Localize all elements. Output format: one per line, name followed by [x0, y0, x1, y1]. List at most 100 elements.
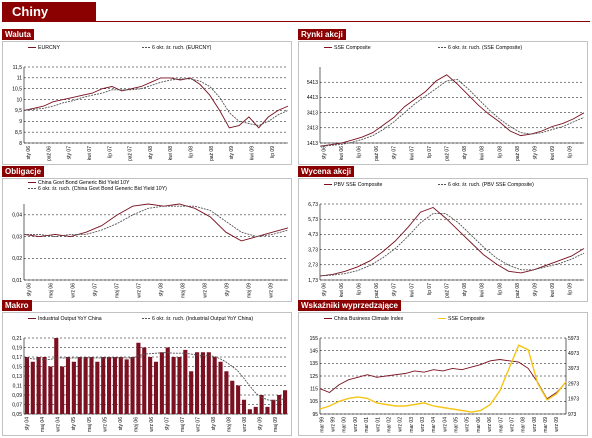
chart-frame — [2, 312, 292, 436]
x-tick-label: maj 09 — [247, 283, 253, 298]
y-tick-label: 95 — [312, 412, 318, 418]
chart-frame — [298, 178, 588, 302]
y-tick-label: 0,05 — [12, 412, 22, 418]
legend-label: EURCNY — [38, 45, 60, 51]
y-right-tick-label: 4973 — [568, 351, 579, 357]
bar — [265, 406, 270, 414]
y-tick-label: 8 — [19, 141, 22, 147]
legend-label: 6 okr. śr. ruch. (EURCNY) — [152, 45, 212, 51]
x-tick-label: kwi 08 — [168, 146, 174, 160]
bar — [42, 357, 47, 414]
x-tick-label: paź 08 — [515, 146, 521, 161]
x-tick-label: wrz 01 — [375, 417, 381, 432]
bar — [101, 357, 106, 414]
legend-label: SSE Composite — [334, 45, 371, 51]
legend-label: China Govt Bond Generic Bid Yield 10Y — [38, 180, 130, 186]
bar — [189, 371, 194, 414]
bar — [153, 361, 159, 414]
x-tick-label: mar 06 — [476, 417, 482, 433]
x-tick-label: lip 08 — [189, 146, 195, 158]
panel-title-rynki-akcji: Rynki akcji — [298, 29, 346, 40]
y-tick-label: 145 — [310, 348, 319, 354]
y-tick-label: 0,02 — [12, 256, 22, 262]
chart-wycena-akcji: PBV SSE Composite 6 okr. śr. ruch. (PBV S… — [298, 178, 588, 302]
x-tick-label: wrz 07 — [195, 417, 201, 432]
y-tick-label: 4413 — [307, 95, 318, 101]
y-tick-label: 3413 — [307, 110, 318, 116]
bar — [124, 359, 129, 414]
y-tick-label: 6,73 — [308, 202, 318, 208]
x-tick-label: wrz 09 — [269, 283, 275, 298]
bar — [165, 347, 170, 414]
legend: PBV SSE Composite 6 okr. śr. ruch. (PBV S… — [324, 182, 534, 188]
y-tick-label: 0,01 — [12, 278, 22, 284]
x-tick-label: mar 00 — [342, 417, 348, 433]
panel-waluta: Waluta EURCNY 6 okr. śr. ruch. (EURCNY) 11… — [2, 29, 292, 167]
bar — [218, 361, 223, 414]
y-tick-label: 0,17 — [12, 355, 22, 361]
bar — [136, 342, 141, 414]
bar — [77, 357, 82, 414]
panel-title-waluta: Waluta — [2, 29, 34, 40]
x-tick-label: sty 07 — [392, 283, 398, 297]
x-tick-label: kwi 09 — [249, 146, 255, 160]
x-tick-label: sty 04 — [25, 417, 31, 431]
panel-makro: Makro Industrial Output YoY China 6 okr. … — [2, 300, 292, 438]
bar — [259, 395, 264, 414]
bar — [48, 366, 53, 414]
x-tick-label: lip 09 — [270, 146, 276, 158]
bar — [24, 357, 29, 414]
x-tick-label: maj 07 — [180, 417, 186, 432]
legend-label: PBV SSE Composite — [334, 182, 383, 188]
x-tick-label: maj 08 — [181, 283, 187, 298]
gridlines — [24, 66, 288, 144]
y-tick-label: 155 — [310, 336, 319, 342]
x-tick-label: maj 08 — [227, 417, 233, 432]
legend-label: China Business Climate Index — [334, 316, 404, 322]
x-tick-label: mar 08 — [521, 417, 527, 433]
x-tick-label: maj 06 — [49, 283, 55, 298]
x-tick-label: paź 08 — [515, 283, 521, 298]
x-tick-label: kwi 06 — [339, 283, 345, 297]
legend: EURCNY 6 okr. śr. ruch. (EURCNY) — [28, 45, 212, 51]
legend: China Business Climate Index SSE Composit… — [324, 316, 485, 322]
y-tick-label: 105 — [310, 399, 319, 405]
gridlines — [320, 203, 584, 281]
y-tick-label: 0,09 — [12, 393, 22, 399]
x-tick-label: sty 08 — [211, 417, 217, 431]
y-tick-label: 0,07 — [12, 402, 22, 408]
panel-obligacje: Obligacje China Govt Bond Generic Bid Yi… — [2, 166, 292, 304]
x-tick-label: sty 07 — [67, 146, 73, 160]
legend-label: 6 okr. śr. ruch. (SSE Composite) — [448, 45, 522, 51]
y-tick-label: 0,21 — [12, 336, 22, 342]
bar — [247, 409, 252, 414]
x-tick-label: sty 06 — [321, 146, 327, 160]
chart-frame — [298, 312, 588, 436]
panel-wskazniki: Wskaźniki wyprzedzające China Business C… — [298, 300, 588, 438]
legend: SSE Composite 6 okr. śr. ruch. (SSE Compo… — [324, 45, 522, 51]
x-tick-label: paź 06 — [46, 146, 52, 161]
x-tick-label: wrz 05 — [465, 417, 471, 432]
series-line — [319, 74, 585, 147]
y-tick-label: 0,15 — [12, 364, 22, 370]
x-tick-label: sty 08 — [462, 283, 468, 297]
bar — [230, 380, 235, 414]
y-tick-label: 3,73 — [308, 247, 318, 253]
bar — [30, 361, 35, 414]
bar — [171, 357, 176, 414]
y-tick-label: 11,5 — [13, 65, 23, 71]
x-tick-label: wrz 03 — [420, 417, 426, 432]
bar — [200, 352, 205, 414]
x-tick-label: sty 06 — [118, 417, 124, 431]
series-line — [319, 359, 567, 400]
x-tick-label: wrz 07 — [137, 283, 143, 298]
series-line — [319, 206, 585, 277]
bar — [236, 385, 241, 414]
y-tick-label: 1,73 — [308, 278, 318, 284]
chart-frame — [2, 178, 292, 302]
x-tick-label: lip 09 — [568, 283, 574, 295]
panel-title-wskazniki: Wskaźniki wyprzedzające — [298, 300, 401, 311]
bar — [241, 399, 247, 414]
y-tick-label: 4,73 — [308, 232, 318, 238]
